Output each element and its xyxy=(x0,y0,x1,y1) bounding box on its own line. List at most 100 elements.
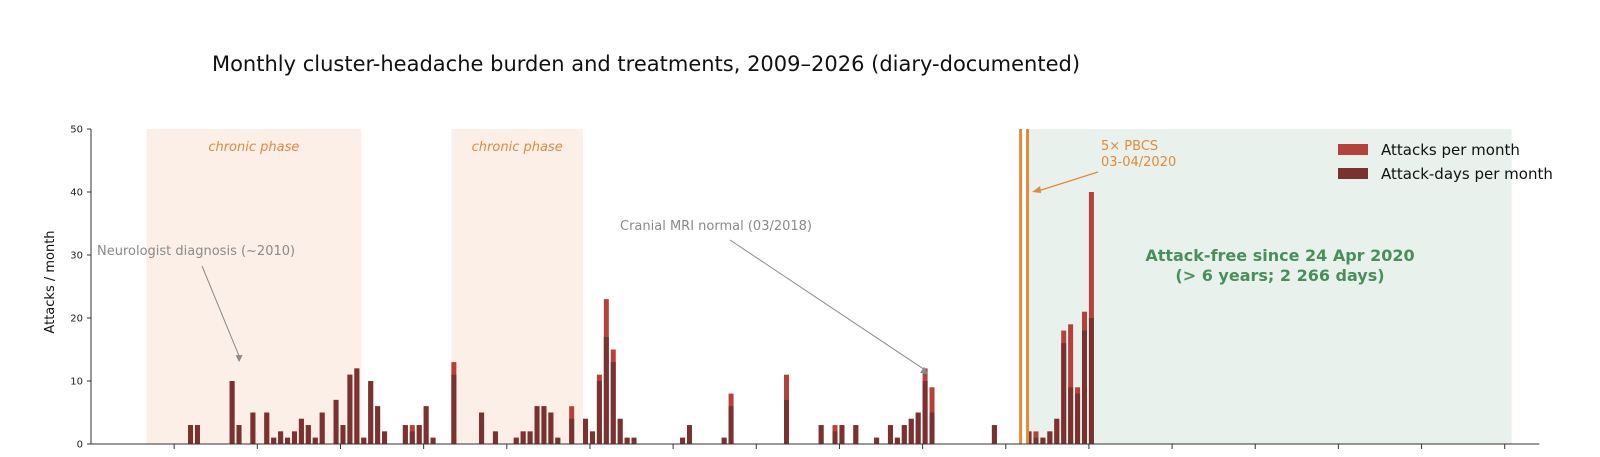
chart-title: Monthly cluster-headache burden and trea… xyxy=(212,52,1080,76)
attack-days-bar xyxy=(721,437,727,444)
attack-days-bar xyxy=(271,437,277,444)
attack-days-bar xyxy=(375,406,381,444)
attack-days-bar xyxy=(368,381,374,444)
legend-entry: Attack-days per month xyxy=(1381,165,1553,183)
attack-days-bar xyxy=(278,431,284,444)
chronic-phase-label: chronic phase xyxy=(472,140,563,155)
attack-days-bar xyxy=(402,425,408,444)
attack-days-bar xyxy=(929,412,935,444)
chronic-phase-shade xyxy=(146,129,362,444)
attack-days-bar xyxy=(229,381,235,444)
shaded-periods: chronic phase chronic phase xyxy=(146,129,1512,444)
attack-days-bar xyxy=(451,374,457,444)
attack-days-bar xyxy=(416,425,422,444)
attack-days-bar xyxy=(361,437,367,444)
attack-days-bar xyxy=(1033,437,1039,444)
attack-days-bar xyxy=(894,437,900,444)
diagnosis-annotation: Neurologist diagnosis (~2010) xyxy=(97,244,295,259)
attack-days-bar xyxy=(784,399,789,444)
attack-free-text: (> 6 years; 2 266 days) xyxy=(1175,266,1384,285)
mri-annotation: Cranial MRI normal (03/2018) xyxy=(620,219,812,234)
legend: Attacks per month Attack-days per month xyxy=(1338,141,1553,183)
attack-days-bar xyxy=(382,431,388,444)
attack-free-shade xyxy=(1026,129,1512,444)
attack-days-bar xyxy=(312,437,318,444)
attack-days-bar xyxy=(1081,330,1087,444)
attack-days-bar xyxy=(589,431,595,444)
attack-days-bar xyxy=(624,437,630,444)
attack-days-bar xyxy=(513,437,519,444)
attack-days-bar xyxy=(250,412,256,444)
y-tick-label: 10 xyxy=(70,377,83,388)
attack-days-bar xyxy=(1075,393,1081,444)
attack-days-bar xyxy=(818,425,824,444)
attack-days-bar xyxy=(236,425,242,444)
diagnosis-arrow xyxy=(201,265,240,357)
attack-days-bar xyxy=(541,406,547,444)
attack-days-bar xyxy=(534,406,540,444)
attack-days-bar xyxy=(264,412,270,444)
attack-days-bar xyxy=(922,381,928,444)
attack-days-bar xyxy=(631,437,637,444)
attack-days-bar xyxy=(874,437,880,444)
attack-days-bar xyxy=(1061,343,1067,444)
attack-days-bar xyxy=(354,368,360,444)
axes: 0 10 20 30 40 50 xyxy=(70,125,1540,451)
attack-days-bar xyxy=(479,412,485,444)
attack-days-bar xyxy=(569,418,575,444)
y-tick-label: 20 xyxy=(70,314,83,325)
attacks-bar xyxy=(1068,324,1074,444)
attack-days-bar xyxy=(555,437,561,444)
attack-days-bar xyxy=(548,412,554,444)
attack-days-bar xyxy=(430,437,436,444)
attack-days-bar xyxy=(991,425,997,444)
attack-days-bar xyxy=(908,418,914,444)
attack-days-bar xyxy=(285,437,291,444)
attack-days-bar xyxy=(340,425,346,444)
attack-days-bar xyxy=(596,381,602,444)
attack-days-bar xyxy=(347,374,353,444)
attack-days-bar xyxy=(832,431,838,444)
attack-days-bar xyxy=(728,406,734,444)
attack-days-bar xyxy=(1047,431,1053,444)
attack-days-bar xyxy=(409,431,415,444)
annotations: Neurologist diagnosis (~2010) Cranial MRI… xyxy=(97,139,1415,375)
attack-days-bar xyxy=(617,418,623,444)
pbcs-arrow xyxy=(1037,171,1099,192)
attack-days-bar xyxy=(686,425,692,444)
y-tick-label: 40 xyxy=(70,188,83,199)
attack-days-bar xyxy=(527,431,533,444)
attack-days-bar xyxy=(583,418,589,444)
mri-arrow xyxy=(729,239,927,372)
bar-series xyxy=(188,129,1094,444)
mri-arrow-head xyxy=(920,366,929,375)
y-tick-label: 50 xyxy=(70,125,83,136)
pbcs-annotation-line: 03-04/2020 xyxy=(1101,155,1176,170)
attack-days-bar xyxy=(291,431,297,444)
attack-days-bar xyxy=(1040,437,1046,444)
y-tick-label: 30 xyxy=(70,251,83,262)
pbcs-arrow-head xyxy=(1032,186,1042,193)
legend-swatch xyxy=(1338,168,1368,179)
attack-days-bar xyxy=(1088,318,1094,444)
attack-days-bar xyxy=(1054,418,1060,444)
diagnosis-arrow-head xyxy=(235,355,243,363)
attack-days-bar xyxy=(901,425,907,444)
attack-days-bar xyxy=(610,362,616,444)
chronic-phase-shade xyxy=(451,129,584,444)
attack-days-bar xyxy=(1068,387,1074,444)
attack-days-bar xyxy=(887,425,893,444)
legend-entry: Attacks per month xyxy=(1381,141,1520,159)
chronic-phase-label: chronic phase xyxy=(208,140,299,155)
attack-days-bar xyxy=(915,412,921,444)
attack-days-bar xyxy=(680,437,686,444)
attack-days-bar xyxy=(839,425,845,444)
attack-days-bar xyxy=(319,412,325,444)
attack-days-bar xyxy=(333,399,339,444)
legend-swatch xyxy=(1338,144,1368,155)
y-tick-label: 0 xyxy=(77,440,83,451)
attack-days-bar xyxy=(298,418,304,444)
attack-days-bar xyxy=(423,406,429,444)
attack-days-bar xyxy=(853,425,859,444)
